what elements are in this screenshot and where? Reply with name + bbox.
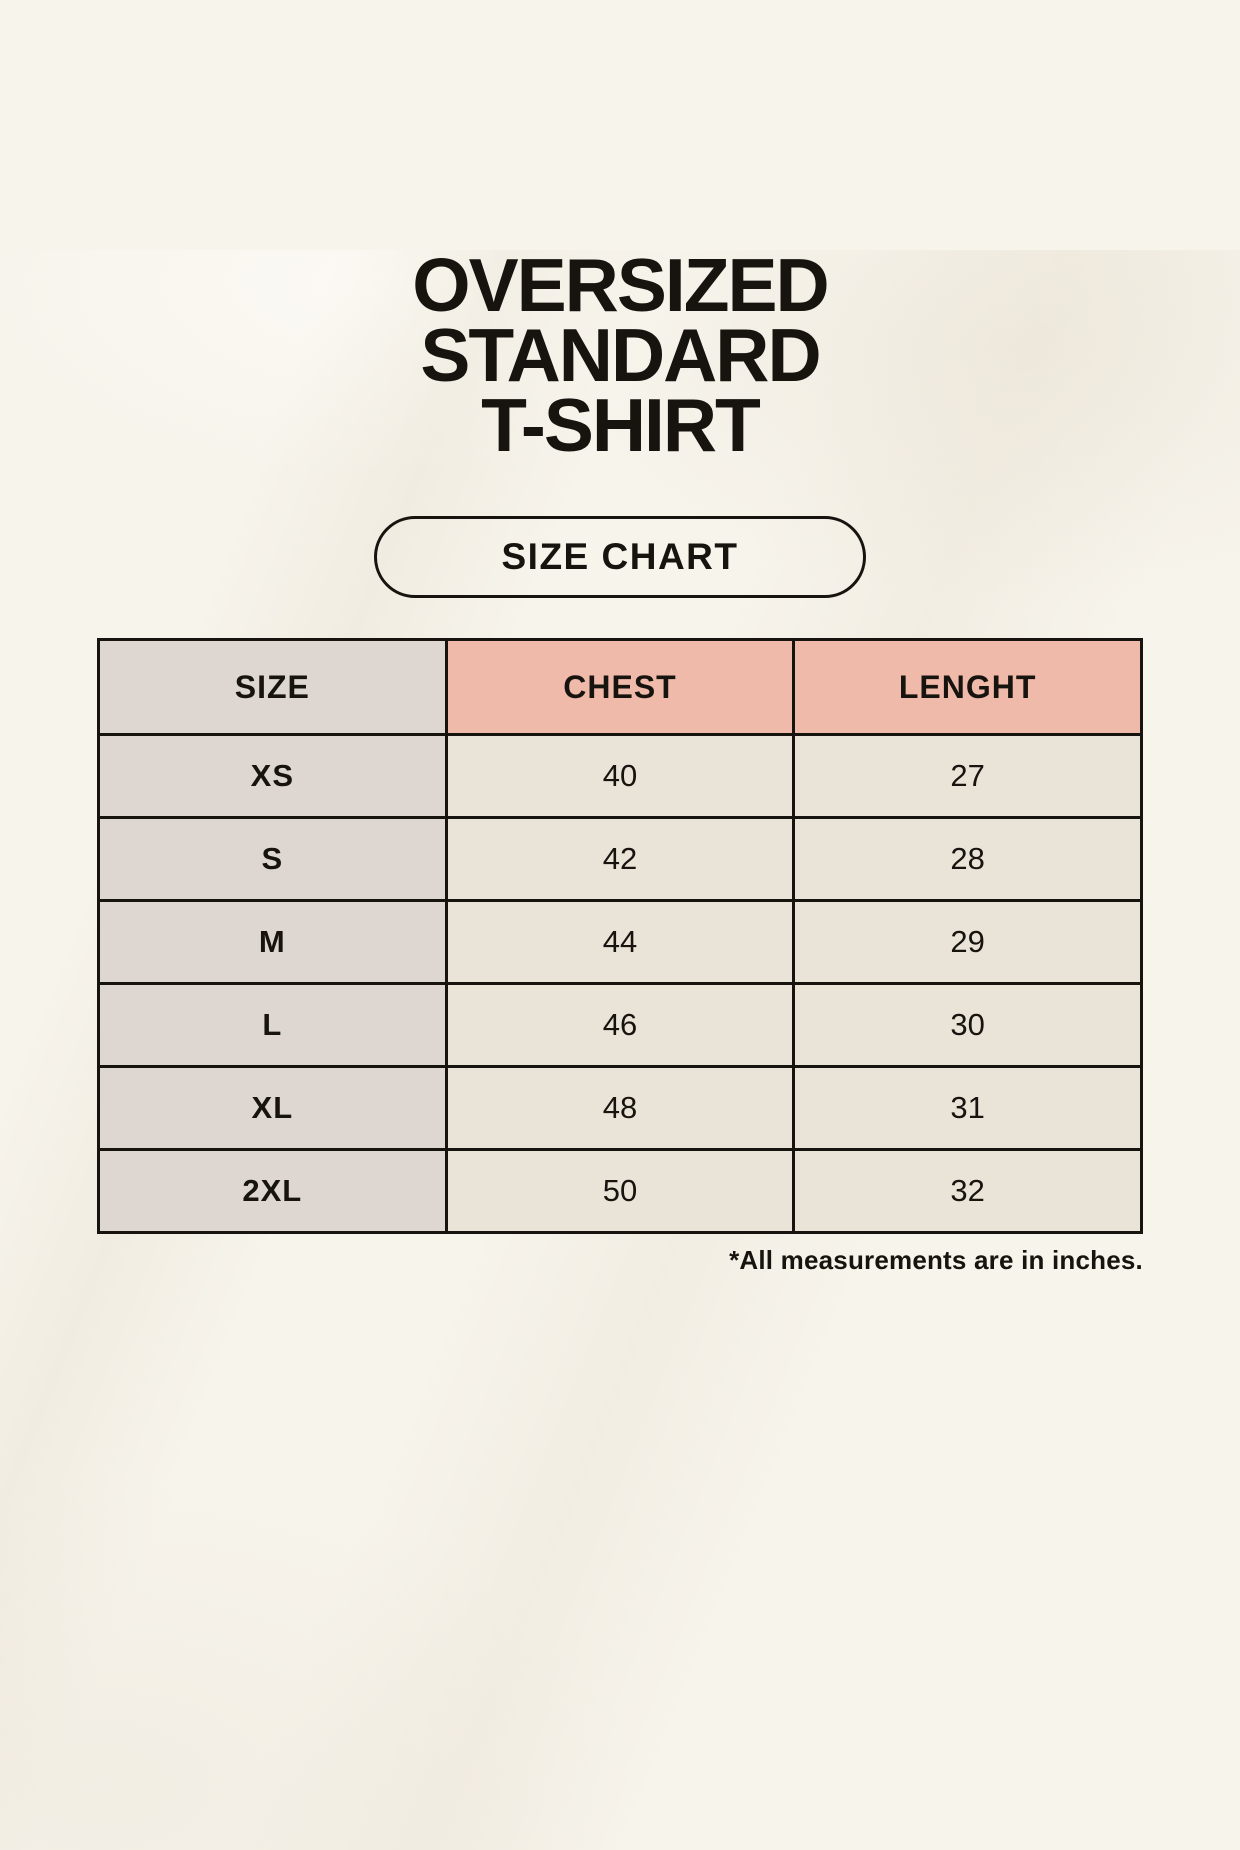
length-value-cell: 31: [792, 1065, 1143, 1151]
size-cell: M: [97, 899, 448, 985]
title-line-2: STANDARD: [420, 313, 821, 397]
size-table-container: SIZE CHEST LENGHT XS 40 27 S 42 28 M: [97, 638, 1143, 1234]
table-row-2xl: 2XL 50 32: [97, 1148, 1143, 1234]
chest-value-cell: 48: [444, 1065, 796, 1151]
table-row-m: M 44 29: [97, 899, 1143, 985]
chest-value-cell: 46: [444, 982, 796, 1068]
table-row-s: S 42 28: [97, 816, 1143, 902]
chest-value-cell: 42: [444, 816, 796, 902]
size-chart-badge: SIZE CHART: [374, 516, 866, 598]
chest-value-cell: 50: [444, 1148, 796, 1234]
length-value-cell: 30: [792, 982, 1143, 1068]
length-value-cell: 27: [792, 733, 1143, 819]
size-chart-badge-label: SIZE CHART: [501, 536, 739, 577]
size-cell: XS: [97, 733, 448, 819]
size-cell: S: [97, 816, 448, 902]
measurements-note: *All measurements are in inches.: [729, 1245, 1143, 1275]
title-line-1: OVERSIZED: [412, 243, 829, 327]
size-cell: 2XL: [97, 1148, 448, 1234]
column-header-length: LENGHT: [792, 638, 1143, 736]
column-header-size: SIZE: [97, 638, 448, 736]
size-cell: L: [97, 982, 448, 1068]
chest-value-cell: 40: [444, 733, 796, 819]
size-table-header-row: SIZE CHEST LENGHT: [97, 638, 1143, 736]
length-value-cell: 32: [792, 1148, 1143, 1234]
size-chart-graphic: OVERSIZED STANDARD T-SHIRT SIZE CHART SI…: [0, 243, 1240, 1276]
column-header-chest: CHEST: [444, 638, 796, 736]
length-value-cell: 28: [792, 816, 1143, 902]
table-row-xs: XS 40 27: [97, 733, 1143, 819]
size-cell: XL: [97, 1065, 448, 1151]
length-value-cell: 29: [792, 899, 1143, 985]
size-table: SIZE CHEST LENGHT XS 40 27 S 42 28 M: [97, 638, 1143, 1234]
chest-value-cell: 44: [444, 899, 796, 985]
title-line-3: T-SHIRT: [481, 383, 761, 467]
table-row-l: L 46 30: [97, 982, 1143, 1068]
table-row-xl: XL 48 31: [97, 1065, 1143, 1151]
page-title: OVERSIZED STANDARD T-SHIRT: [0, 243, 1240, 467]
